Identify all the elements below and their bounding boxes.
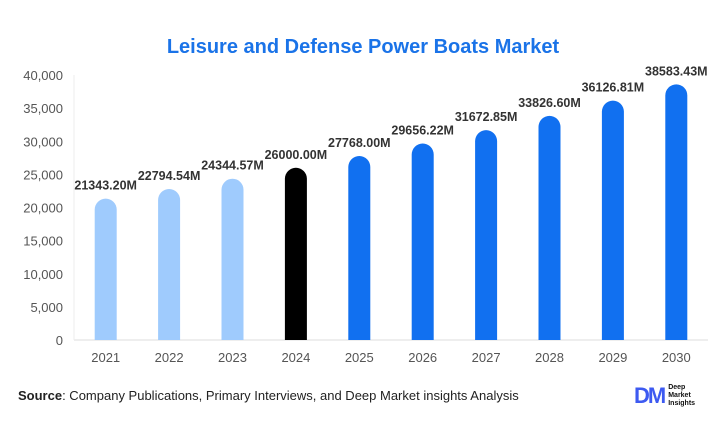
bar-2026: [411, 143, 434, 340]
source-label: Source: [18, 388, 63, 403]
bar-chart: 0 5,000 10,000 15,000 20,000 25,000 30,000 35,0…: [23, 64, 708, 365]
x-tick-label: 2030: [662, 350, 691, 365]
data-label: 27768.00M: [328, 136, 391, 150]
data-label: 22794.54M: [138, 169, 201, 183]
bar-2022: [158, 188, 181, 340]
y-tick-label: 25,000: [23, 167, 63, 182]
y-tick-label: 15,000: [23, 234, 63, 249]
x-tick-label: 2024: [281, 350, 310, 365]
data-label: 29656.22M: [391, 124, 454, 138]
x-tick-label: 2022: [155, 350, 184, 365]
y-tick-label: 30,000: [23, 134, 63, 149]
bar-2030: [665, 84, 688, 341]
chart-title: Leisure and Defense Power Boats Market: [166, 36, 560, 58]
data-label: 38583.43M: [645, 64, 708, 78]
data-label: 36126.81M: [582, 81, 645, 95]
bar-2029: [601, 100, 624, 341]
y-tick-label: 40,000: [23, 68, 63, 83]
logo: DM Deep Market Insights: [634, 383, 695, 409]
y-tick-label: 5,000: [30, 300, 63, 315]
logo-mark: DM: [634, 383, 666, 408]
data-label: 26000.00M: [265, 148, 328, 162]
bar-2025: [348, 156, 371, 340]
bar-2028: [538, 115, 561, 340]
bar-2024: [284, 167, 307, 340]
x-tick-label: 2025: [345, 350, 374, 365]
x-tick-label: 2026: [408, 350, 437, 365]
data-label: 31672.85M: [455, 110, 518, 124]
y-tick-label: 35,000: [23, 101, 63, 116]
logo-text: Deep Market Insights: [668, 384, 696, 407]
x-tick-label: 2027: [472, 350, 501, 365]
x-tick-label: 2023: [218, 350, 247, 365]
data-label: 21343.20M: [74, 179, 137, 193]
y-tick-label: 0: [56, 333, 63, 348]
bar-2027: [475, 130, 498, 340]
x-tick-label: 2021: [91, 350, 120, 365]
bar-2023: [221, 178, 244, 340]
y-tick-label: 10,000: [23, 267, 63, 282]
x-tick-label: 2028: [535, 350, 564, 365]
source-note: Source: Company Publications, Primary In…: [18, 388, 519, 403]
bar-2021: [94, 198, 117, 340]
data-label: 33826.60M: [518, 96, 581, 110]
x-tick-label: 2029: [598, 350, 627, 365]
source-text: : Company Publications, Primary Intervie…: [62, 388, 519, 403]
y-tick-label: 20,000: [23, 201, 63, 216]
data-label: 24344.57M: [201, 159, 264, 173]
